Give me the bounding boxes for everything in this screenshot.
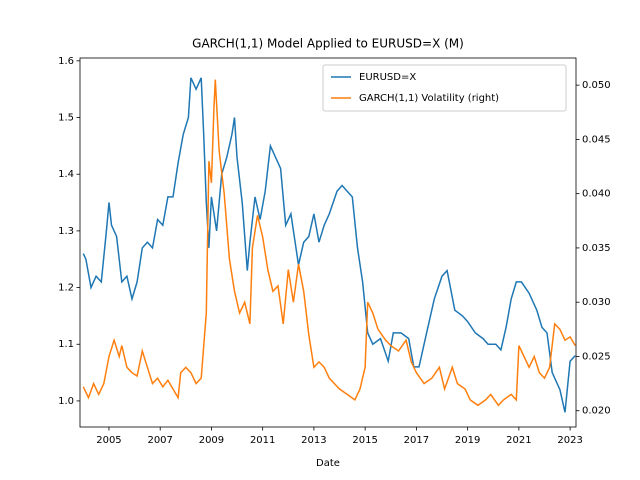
y-tick-label: 1.4	[58, 169, 74, 180]
y-tick-label: 1.2	[58, 283, 74, 294]
plot-frame	[79, 57, 577, 428]
x-tick-label: 2009	[199, 435, 224, 446]
y2-tick-label: 0.045	[582, 134, 611, 145]
y-tick-label: 1.1	[58, 339, 74, 350]
y-tick-label: 1.6	[58, 56, 74, 67]
y-tick-label: 1.3	[58, 226, 74, 237]
x-tick-label: 2011	[250, 435, 275, 446]
y2-tick-label: 0.025	[582, 351, 611, 362]
x-tick-label: 2021	[506, 435, 531, 446]
y2-tick-label: 0.035	[582, 243, 611, 254]
line-series	[82, 77, 576, 413]
x-tick-label: 2019	[455, 435, 480, 446]
x-axis-label: Date	[316, 458, 340, 469]
y2-tick-label: 0.050	[582, 80, 611, 91]
y2-tick-label: 0.020	[582, 406, 611, 417]
legend-label: GARCH(1,1) Volatility (right)	[359, 93, 499, 104]
x-tick-label: 2005	[96, 435, 121, 446]
y2-tick-label: 0.030	[582, 297, 611, 308]
x-tick-label: 2007	[147, 435, 172, 446]
legend-label: EURUSD=X	[359, 72, 416, 83]
legend-box	[322, 64, 567, 112]
chart-title: GARCH(1,1) Model Applied to EURUSD=X (M)	[192, 37, 464, 51]
x-tick-label: 2015	[352, 435, 377, 446]
y-tick-label: 1.5	[58, 113, 74, 124]
x-tick-label: 2017	[404, 435, 429, 446]
y-tick-label: 1.0	[58, 396, 74, 407]
line-series	[82, 79, 576, 407]
y2-tick-label: 0.040	[582, 189, 611, 200]
x-tick-label: 2013	[301, 435, 326, 446]
x-tick-label: 2023	[557, 435, 582, 446]
